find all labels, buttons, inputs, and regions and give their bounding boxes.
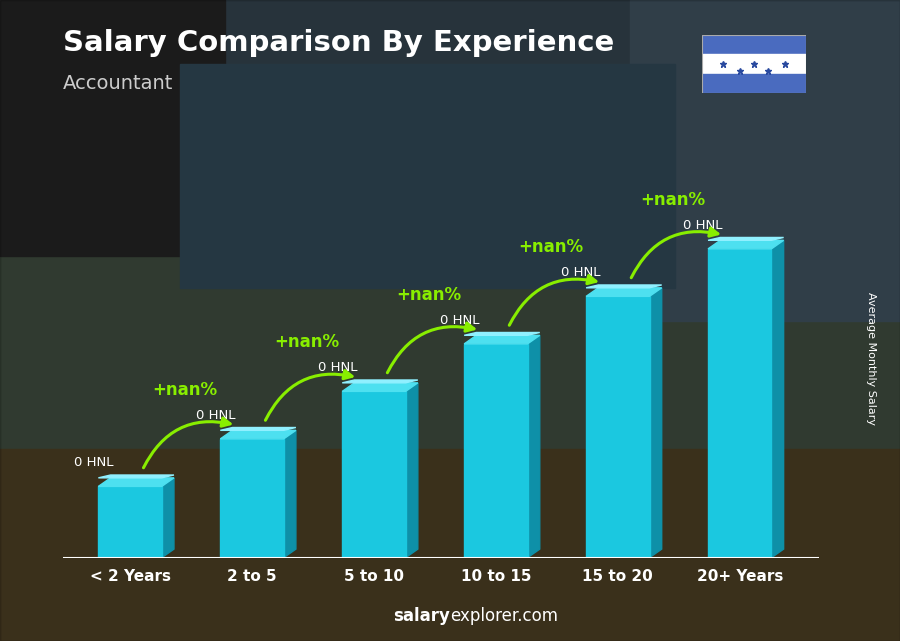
Polygon shape bbox=[586, 288, 662, 296]
Bar bbox=[586, 296, 650, 558]
Text: explorer.com: explorer.com bbox=[450, 607, 558, 625]
Text: Accountant: Accountant bbox=[63, 74, 174, 93]
Polygon shape bbox=[98, 478, 174, 487]
Text: Salary Comparison By Experience: Salary Comparison By Experience bbox=[63, 29, 614, 57]
Polygon shape bbox=[98, 475, 174, 478]
Bar bbox=[0, 0, 900, 256]
Text: 0 HNL: 0 HNL bbox=[195, 409, 235, 422]
Polygon shape bbox=[220, 430, 296, 439]
Bar bbox=[702, 35, 806, 54]
Text: 0 HNL: 0 HNL bbox=[439, 314, 479, 327]
Polygon shape bbox=[650, 288, 662, 558]
Text: +nan%: +nan% bbox=[152, 381, 218, 399]
Polygon shape bbox=[162, 478, 174, 558]
Text: +nan%: +nan% bbox=[396, 286, 462, 304]
Polygon shape bbox=[342, 383, 418, 392]
Polygon shape bbox=[586, 285, 662, 288]
Bar bbox=[708, 249, 771, 558]
Text: Average Monthly Salary: Average Monthly Salary bbox=[866, 292, 877, 426]
Polygon shape bbox=[527, 335, 540, 558]
Bar bbox=[180, 64, 675, 288]
Polygon shape bbox=[464, 335, 540, 344]
Polygon shape bbox=[342, 380, 418, 383]
Bar bbox=[342, 392, 406, 558]
Text: salary: salary bbox=[393, 607, 450, 625]
Text: 0 HNL: 0 HNL bbox=[683, 219, 723, 232]
Text: +nan%: +nan% bbox=[640, 191, 706, 209]
Polygon shape bbox=[220, 428, 296, 430]
Polygon shape bbox=[406, 383, 418, 558]
Polygon shape bbox=[708, 240, 784, 249]
Bar bbox=[702, 54, 806, 74]
Bar bbox=[0, 449, 900, 641]
Polygon shape bbox=[708, 237, 784, 240]
Text: +nan%: +nan% bbox=[518, 238, 583, 256]
Bar bbox=[464, 344, 527, 558]
Bar bbox=[702, 74, 806, 93]
Text: 0 HNL: 0 HNL bbox=[74, 456, 113, 469]
Bar bbox=[630, 0, 900, 320]
Bar bbox=[0, 256, 900, 449]
Polygon shape bbox=[284, 430, 296, 558]
Text: 0 HNL: 0 HNL bbox=[318, 362, 357, 374]
Bar bbox=[220, 439, 284, 558]
Text: 0 HNL: 0 HNL bbox=[562, 266, 601, 279]
Bar bbox=[98, 487, 162, 558]
Polygon shape bbox=[464, 333, 540, 335]
Text: +nan%: +nan% bbox=[274, 333, 339, 351]
Bar bbox=[0, 0, 225, 256]
Polygon shape bbox=[771, 240, 784, 558]
